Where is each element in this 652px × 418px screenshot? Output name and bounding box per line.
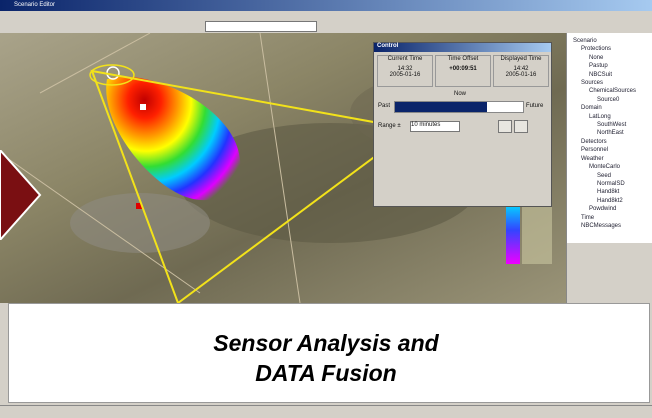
tree-item[interactable]: Detectors (581, 138, 607, 145)
tree-item[interactable]: ChemicalSources (589, 88, 637, 95)
plume (106, 76, 241, 200)
past-label: Past (378, 103, 391, 109)
value: 2005-01-16 (505, 72, 537, 78)
caption-box (8, 303, 650, 403)
scenario-tree: Scenario Protections None Pastup NBCSuit… (566, 33, 652, 247)
range-label: Range ± (378, 123, 401, 129)
label: Current Time (387, 56, 423, 62)
tree-item[interactable]: Powdwind (589, 206, 617, 213)
personnel-marker (136, 203, 142, 209)
tree-item[interactable]: NBCSuit (589, 71, 613, 78)
value: 2005-01-16 (389, 72, 421, 78)
future-label: Future (526, 103, 544, 109)
tree-item[interactable]: Scenario (573, 38, 597, 44)
dialog-title: Control (374, 43, 551, 52)
tree-item[interactable]: Personnel (581, 147, 609, 154)
tree-item[interactable]: None (589, 54, 604, 61)
tree-item[interactable]: NBCMessages (581, 222, 622, 229)
tree-item[interactable]: Protections (581, 46, 612, 53)
label: Time Offset (447, 56, 479, 62)
step-button[interactable] (498, 120, 512, 133)
toolbar (0, 19, 652, 34)
domain-ring (89, 64, 135, 86)
range-combo[interactable]: 10 minutes (410, 121, 460, 132)
tree-item[interactable]: Seed (597, 172, 612, 179)
value: 14:42 (513, 66, 529, 72)
toolbar-combo[interactable] (205, 21, 317, 32)
offset-box: Time Offset +00:09:51 (435, 55, 491, 87)
value: 14:32 (397, 66, 413, 72)
tree-item[interactable]: NormalSD (597, 180, 625, 187)
status-bar (0, 405, 652, 418)
pause-button[interactable] (514, 120, 528, 133)
tree-item[interactable]: MonteCarlo (589, 164, 621, 171)
tree-item[interactable]: Pastup (589, 63, 608, 70)
control-dialog: Control Current Time 14:32 2005-01-16 Ti… (373, 42, 552, 207)
title-bar: Scenario Editor (0, 0, 652, 11)
label: Displayed Time (500, 56, 542, 62)
value: +00:09:51 (449, 66, 477, 72)
menu-bar (0, 11, 652, 19)
domain-triangle (90, 69, 415, 303)
properties-panel (566, 243, 652, 303)
current-time-box: Current Time 14:32 2005-01-16 (377, 55, 433, 87)
tree-item[interactable]: Source0 (597, 96, 620, 103)
tree-item[interactable]: Hand8kt (597, 189, 620, 196)
window-title: Scenario Editor (14, 2, 56, 8)
tree-item[interactable]: SouthWest (597, 122, 627, 129)
now-label: Now (454, 91, 467, 97)
slider-fill (395, 102, 487, 112)
tree-item[interactable]: Time (581, 214, 595, 221)
time-slider[interactable] (394, 101, 524, 113)
displayed-box: Displayed Time 14:42 2005-01-16 (493, 55, 549, 87)
tree-item[interactable]: Hand8kt2 (597, 197, 623, 204)
tree-item[interactable]: Weather (581, 155, 604, 162)
detector-marker (140, 104, 146, 110)
tree-item[interactable]: LatLong (589, 113, 611, 120)
tree-item[interactable]: NorthEast (597, 130, 624, 137)
arrow-shape (0, 150, 42, 240)
town (70, 193, 210, 253)
tree-item[interactable]: Domain (581, 105, 602, 112)
tree-item[interactable]: Sources (581, 80, 604, 87)
caption-line: DATA Fusion (255, 360, 397, 386)
slide-arrow (0, 150, 42, 240)
caption-line: Sensor Analysis and (213, 330, 439, 356)
